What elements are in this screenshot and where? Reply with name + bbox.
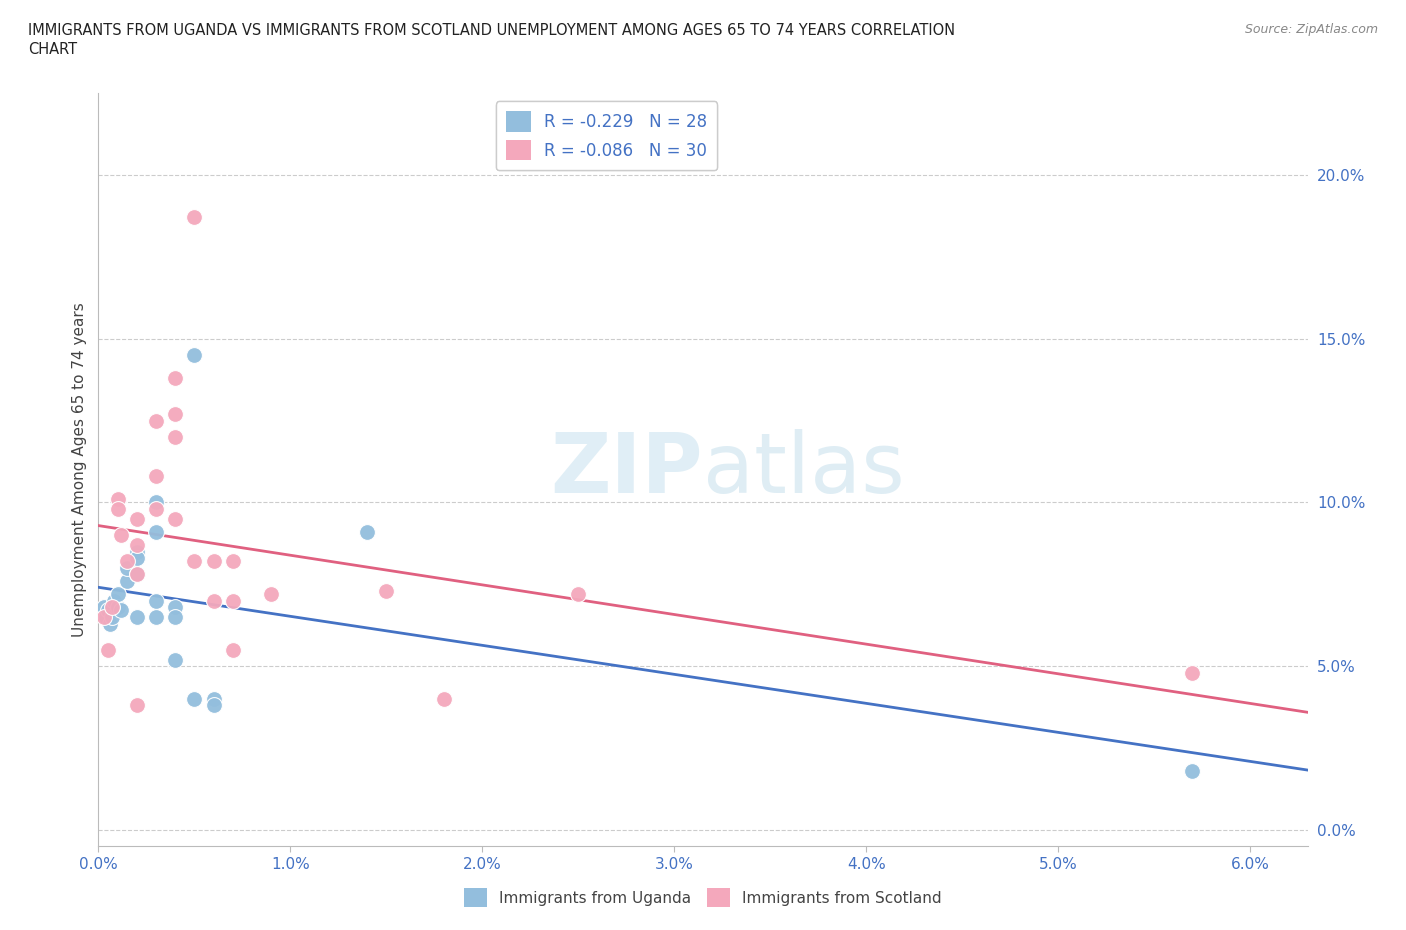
Point [202,698,225,713]
Point [107,492,129,507]
Point [1181,665,1204,680]
Point [107,600,129,615]
Point [356,525,378,539]
Point [145,525,167,539]
Text: atlas: atlas [703,429,904,511]
Point [103,593,125,608]
Point [165,370,187,385]
Point [183,348,205,363]
Point [93,600,115,615]
Point [115,554,138,569]
Point [222,593,245,608]
Point [183,210,205,225]
Point [183,692,205,707]
Point [165,609,187,624]
Point [110,527,132,542]
Text: IMMIGRANTS FROM UGANDA VS IMMIGRANTS FROM SCOTLAND UNEMPLOYMENT AMONG AGES 65 TO: IMMIGRANTS FROM UGANDA VS IMMIGRANTS FRO… [28,23,955,38]
Point [375,583,398,598]
Point [183,554,205,569]
Point [97,643,120,658]
Point [101,600,124,615]
Point [125,567,148,582]
Point [125,544,148,559]
Point [1181,764,1204,778]
Point [101,609,124,624]
Point [145,593,167,608]
Y-axis label: Unemployment Among Ages 65 to 74 years: Unemployment Among Ages 65 to 74 years [72,302,87,637]
Point [222,643,245,658]
Text: Source: ZipAtlas.com: Source: ZipAtlas.com [1244,23,1378,36]
Point [125,567,148,582]
Point [125,551,148,565]
Point [202,554,225,569]
Point [125,512,148,526]
Point [93,609,115,624]
Point [107,501,129,516]
Point [94,609,117,624]
Point [107,587,129,602]
Point [145,609,167,624]
Point [165,430,187,445]
Point [98,617,121,631]
Point [145,495,167,510]
Point [115,574,138,589]
Point [433,692,456,707]
Legend: Immigrants from Uganda, Immigrants from Scotland: Immigrants from Uganda, Immigrants from … [458,883,948,913]
Point [145,501,167,516]
Point [567,587,589,602]
Point [97,603,120,618]
Point [165,652,187,667]
Point [125,538,148,552]
Point [145,413,167,428]
Text: ZIP: ZIP [551,429,703,511]
Legend: R = -0.229   N = 28, R = -0.086   N = 30: R = -0.229 N = 28, R = -0.086 N = 30 [495,101,717,170]
Point [202,692,225,707]
Point [202,593,225,608]
Point [125,609,148,624]
Point [165,512,187,526]
Point [125,698,148,713]
Point [115,561,138,576]
Text: CHART: CHART [28,42,77,57]
Point [222,554,245,569]
Point [260,587,283,602]
Point [145,469,167,484]
Point [110,603,132,618]
Point [165,406,187,421]
Point [165,600,187,615]
